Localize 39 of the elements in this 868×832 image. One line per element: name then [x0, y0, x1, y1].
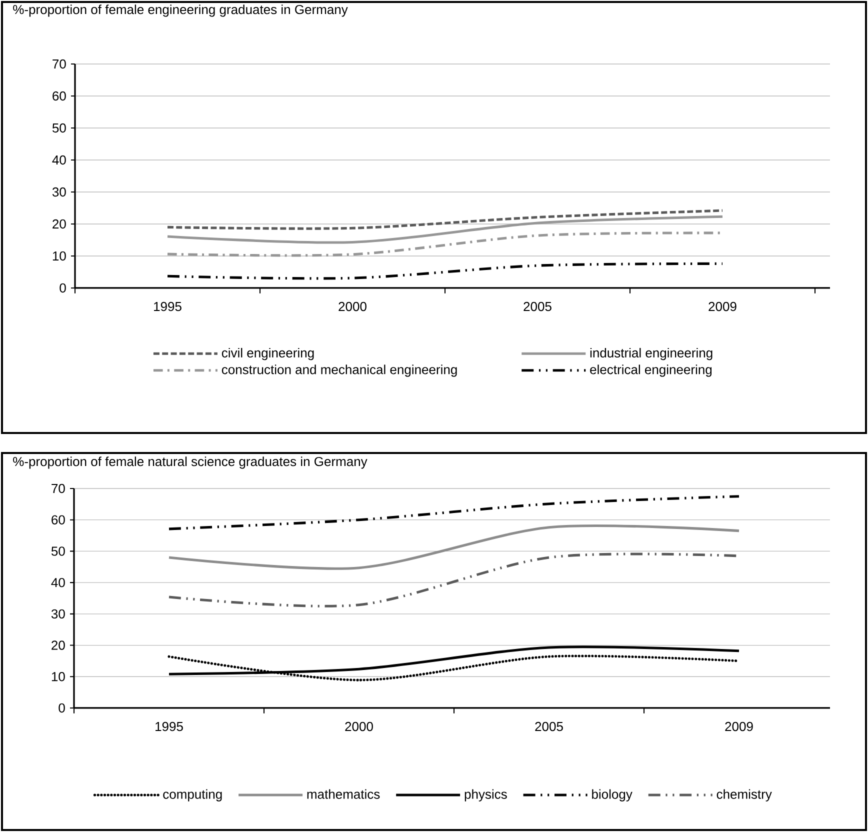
y-tick-label: 30 [51, 609, 65, 619]
x-tick-label: 1995 [156, 722, 183, 732]
y-tick-label: 60 [52, 91, 66, 101]
legend-label: computing [163, 789, 222, 802]
chart-title: %-proportion of female natural science graduates in Germany [13, 456, 368, 469]
legend-label: industrial engineering [590, 348, 712, 360]
y-tick-label: 0 [60, 283, 66, 293]
legend-label: biology [592, 789, 632, 802]
x-tick-label: 2009 [725, 722, 753, 732]
y-tick-label: 50 [51, 546, 65, 556]
y-tick-label: 10 [52, 672, 65, 682]
y-tick-label: 10 [52, 251, 66, 261]
line-series [168, 495, 740, 530]
y-tick-label: 0 [58, 703, 65, 713]
y-tick-label: 50 [52, 123, 66, 133]
y-tick-label: 20 [52, 640, 65, 650]
x-tick-label: 2000 [345, 722, 373, 732]
x-tick-label: 2005 [524, 302, 552, 312]
line-series [166, 215, 724, 244]
legend-label: electrical engineering [590, 364, 712, 377]
x-tick-label: 2009 [708, 302, 736, 312]
legend-label: physics [464, 789, 507, 802]
legend-label: chemistry [716, 789, 772, 802]
y-tick-label: 70 [52, 484, 65, 494]
legend-label: civil engineering [222, 348, 314, 360]
y-tick-label: 30 [52, 187, 66, 197]
line-series [166, 209, 724, 230]
line-series [166, 262, 724, 280]
legend-label: construction and mechanical engineering [222, 364, 457, 377]
y-tick-label: 40 [52, 155, 66, 165]
chart-title: %-proportion of female engineering graduates in Germany [13, 4, 348, 17]
x-tick-label: 2000 [338, 302, 366, 312]
x-tick-label: 1995 [154, 302, 182, 312]
y-tick-label: 20 [52, 219, 66, 229]
y-tick-label: 40 [51, 578, 65, 588]
legend-label: mathematics [307, 789, 380, 799]
y-tick-label: 70 [52, 59, 66, 69]
y-tick-label: 60 [52, 515, 65, 524]
x-tick-label: 2005 [535, 722, 563, 732]
